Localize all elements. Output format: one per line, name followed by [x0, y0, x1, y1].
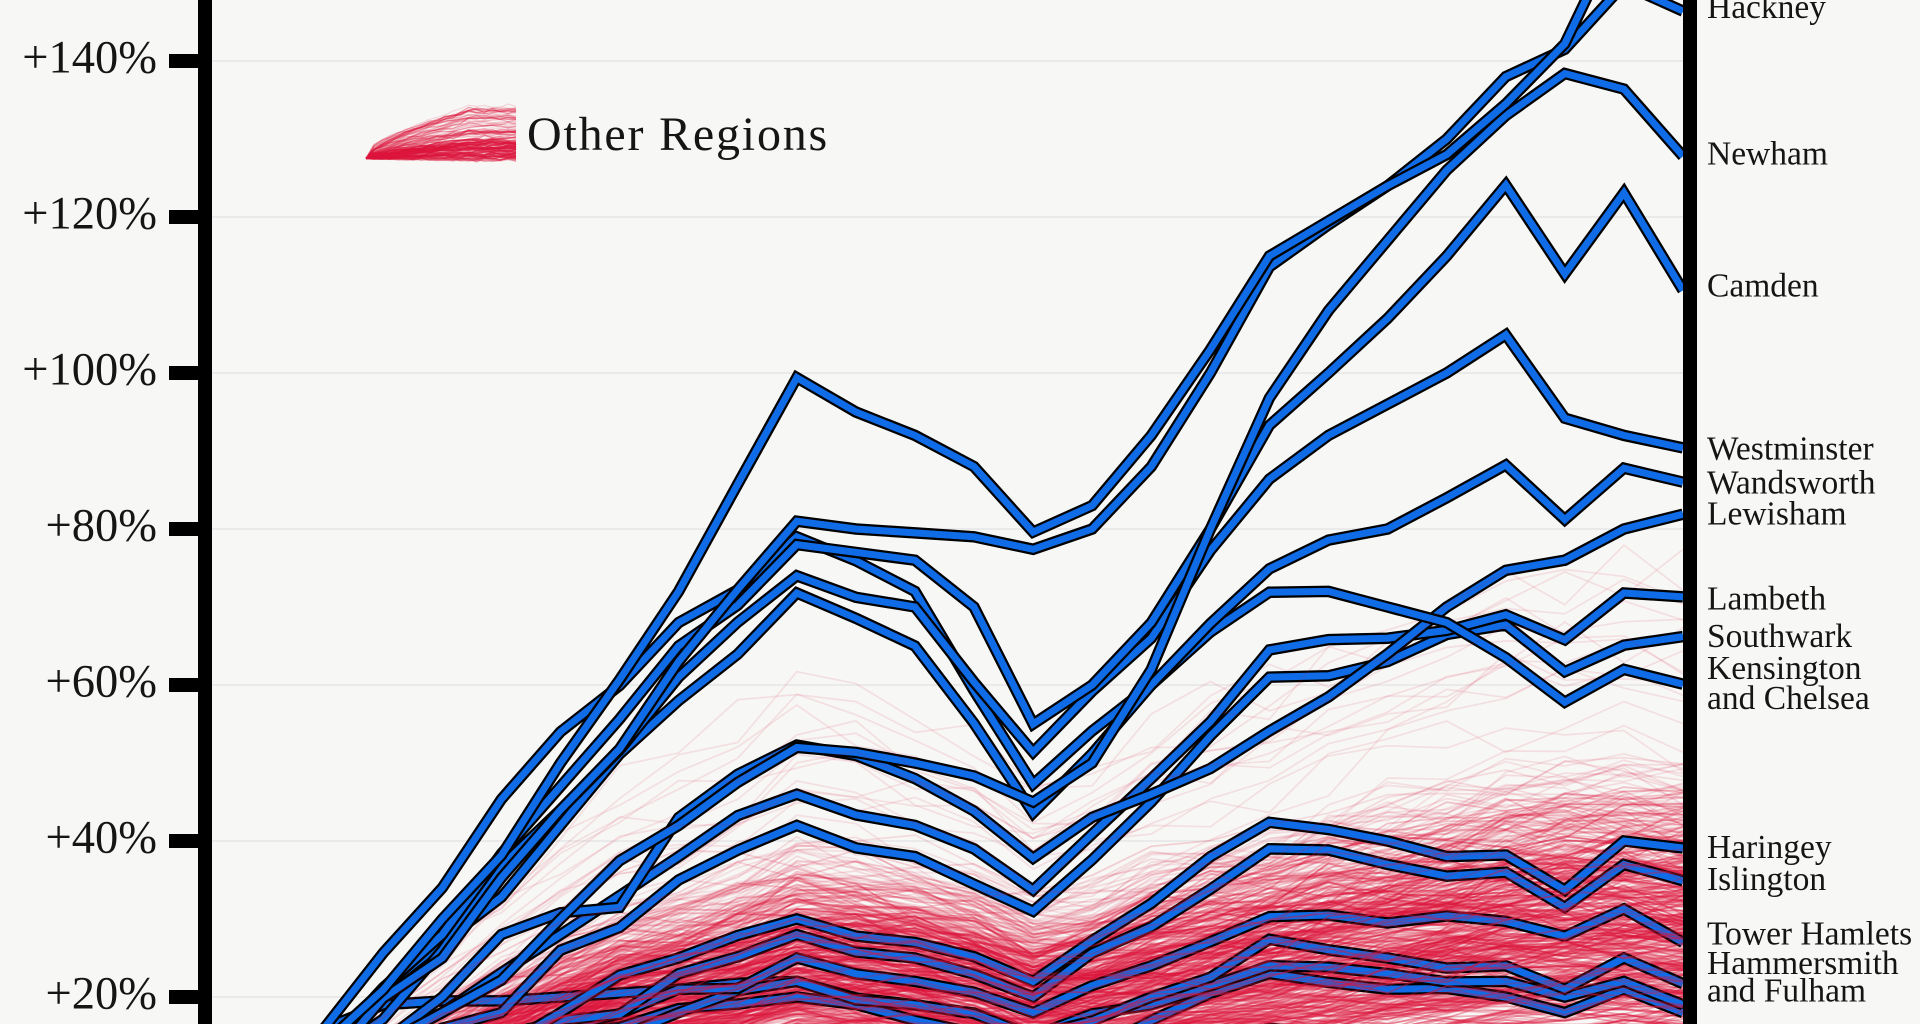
svg-text:Southwark: Southwark — [1707, 618, 1852, 655]
svg-text:Other Regions: Other Regions — [527, 108, 829, 161]
svg-text:Camden: Camden — [1707, 268, 1819, 305]
svg-text:Haringey: Haringey — [1707, 829, 1832, 866]
svg-text:Kensington: Kensington — [1707, 650, 1862, 687]
svg-text:+20%: +20% — [46, 969, 157, 1020]
svg-text:+80%: +80% — [46, 501, 157, 552]
svg-text:Hammersmith: Hammersmith — [1707, 945, 1899, 982]
svg-text:and Fulham: and Fulham — [1707, 973, 1866, 1010]
svg-text:+40%: +40% — [46, 813, 157, 864]
svg-text:+140%: +140% — [22, 33, 157, 84]
svg-text:+120%: +120% — [22, 189, 157, 240]
svg-text:Wandsworth: Wandsworth — [1707, 465, 1876, 502]
svg-text:Hackney: Hackney — [1707, 0, 1826, 26]
svg-text:Tower Hamlets: Tower Hamlets — [1707, 915, 1912, 952]
svg-text:Islington: Islington — [1707, 861, 1826, 898]
svg-text:+100%: +100% — [22, 345, 157, 396]
svg-text:Lambeth: Lambeth — [1707, 580, 1826, 617]
svg-text:and Chelsea: and Chelsea — [1707, 680, 1870, 717]
svg-text:Lewisham: Lewisham — [1707, 496, 1847, 533]
svg-text:Westminster: Westminster — [1707, 431, 1874, 468]
svg-text:Newham: Newham — [1707, 136, 1828, 173]
svg-text:+60%: +60% — [46, 657, 157, 708]
